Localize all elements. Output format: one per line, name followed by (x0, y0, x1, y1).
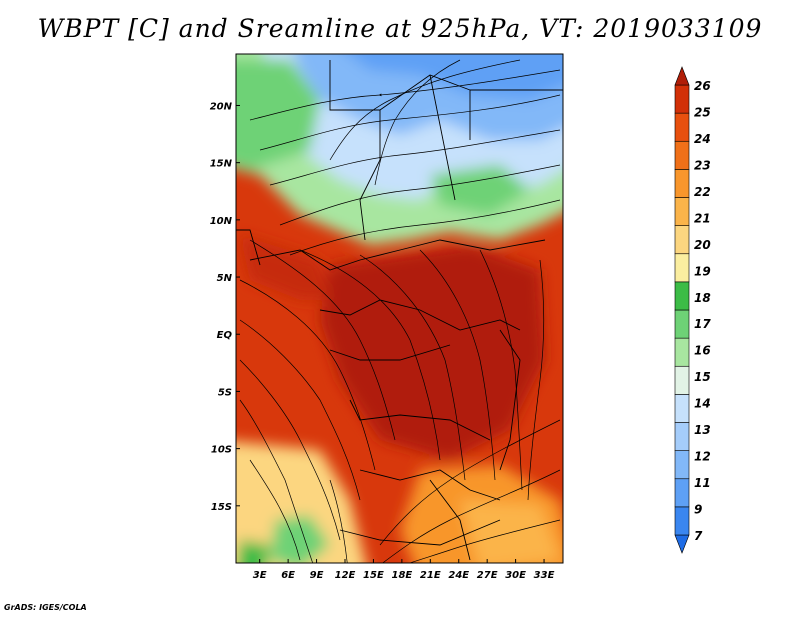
colorbar-label: 25 (694, 105, 711, 119)
colorbar-label: 26 (694, 79, 711, 93)
colorbar-label: 16 (694, 344, 711, 358)
colorbar-swatch (674, 394, 690, 423)
colorbar-label: 12 (694, 450, 711, 464)
colorbar-swatch (674, 422, 690, 451)
colorbar-label: 13 (694, 423, 711, 437)
lat-label: 10S (211, 445, 232, 456)
lon-label: 21E (420, 570, 441, 581)
lon-label: 30E (505, 570, 526, 581)
colorbar-label: 7 (694, 529, 703, 543)
colorbar-swatch (674, 225, 690, 255)
lon-label: 6E (281, 570, 295, 581)
colorbar-swatch (674, 169, 690, 198)
lat-label: 5S (218, 387, 232, 398)
colorbar-swatch (674, 112, 690, 142)
lon-label: 18E (391, 570, 412, 581)
colorbar-label: 19 (694, 264, 711, 278)
colorbar-swatch (674, 197, 690, 226)
colorbar-swatch (674, 66, 690, 86)
lat-label: 5N (217, 273, 233, 284)
lon-label: 24E (448, 570, 469, 581)
colorbar-label: 24 (694, 132, 711, 146)
colorbar-label: 9 (694, 503, 702, 517)
grads-credit: GrADS: IGES/COLA (4, 603, 87, 612)
lat-label: 15S (211, 502, 232, 513)
colorbar-label: 18 (694, 291, 711, 305)
map-frame (235, 53, 564, 564)
colorbar-label: 22 (694, 185, 711, 199)
country-borders (236, 60, 563, 561)
colorbar-label: 11 (694, 476, 711, 490)
colorbar-swatch (674, 534, 690, 554)
colorbar-label: 14 (694, 397, 711, 411)
longitude-axis: 3E 6E 9E 12E 15E 18E 21E 24E 27E 30E 33E (253, 559, 555, 581)
lon-label: 12E (335, 570, 356, 581)
colorbar-swatch (674, 506, 690, 536)
colorbar-swatch (674, 281, 690, 311)
lat-label: EQ (217, 330, 233, 341)
colorbar-swatch (674, 309, 690, 339)
colorbar-swatch (674, 337, 690, 367)
lon-label: 15E (363, 570, 384, 581)
colorbar-swatch (674, 140, 690, 170)
colorbar-swatch (674, 84, 690, 114)
map-title: WBPT [C] and Sreamline at 925hPa, VT: 20… (37, 14, 763, 43)
lon-label: 33E (534, 570, 555, 581)
colorbar-swatch (674, 365, 690, 395)
colorbar-label: 20 (694, 238, 711, 252)
streamlines (239, 59, 561, 563)
colorbar-swatch (674, 253, 690, 283)
colorbar-label: 21 (694, 211, 711, 225)
lon-label: 3E (253, 570, 267, 581)
lat-label: 15N (210, 159, 233, 170)
lat-label: 20N (210, 101, 233, 112)
lat-label: 10N (210, 216, 233, 227)
colorbar-label: 15 (694, 370, 711, 384)
colorbar-label: 23 (694, 158, 711, 172)
lon-label: 9E (310, 570, 324, 581)
latitude-axis: 20N 15N 10N 5N EQ 5S 10S 15S (210, 101, 240, 513)
colorbar-label: 17 (694, 317, 711, 331)
colorbar-swatch (674, 450, 690, 480)
lon-label: 27E (477, 570, 498, 581)
colorbar-swatch (674, 478, 690, 508)
